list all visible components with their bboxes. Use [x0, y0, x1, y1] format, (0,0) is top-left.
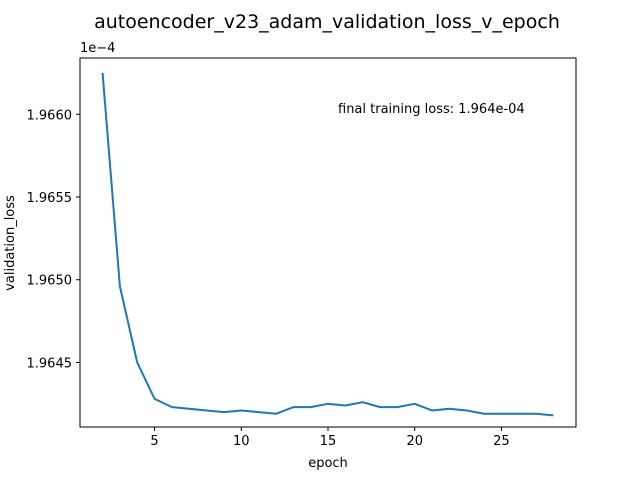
- y-axis-ticks: 1.9645 1.9650 1.9655 1.9660: [27, 108, 80, 371]
- y-tick-label: 1.9645: [27, 356, 73, 371]
- x-tick-label: 5: [150, 434, 158, 449]
- validation-loss-line: [101, 72, 554, 417]
- x-tick-label: 15: [320, 434, 337, 449]
- y-tick-label: 1.9660: [27, 108, 73, 123]
- y-axis-multiplier: 1e−4: [80, 41, 115, 56]
- final-loss-annotation: final training loss: 1.964e-04: [338, 102, 525, 117]
- x-tick-label: 10: [233, 434, 250, 449]
- x-axis-ticks: 5 10 15 20 25: [150, 427, 510, 449]
- x-axis-label: epoch: [308, 456, 348, 471]
- x-tick-label: 25: [493, 434, 510, 449]
- y-tick-label: 1.9650: [27, 274, 73, 289]
- x-tick-label: 20: [406, 434, 423, 449]
- y-tick-label: 1.9655: [27, 191, 73, 206]
- chart-title: autoencoder_v23_adam_validation_loss_v_e…: [94, 11, 560, 33]
- series-layer: [101, 72, 554, 417]
- y-axis-label: validation_loss: [3, 195, 18, 291]
